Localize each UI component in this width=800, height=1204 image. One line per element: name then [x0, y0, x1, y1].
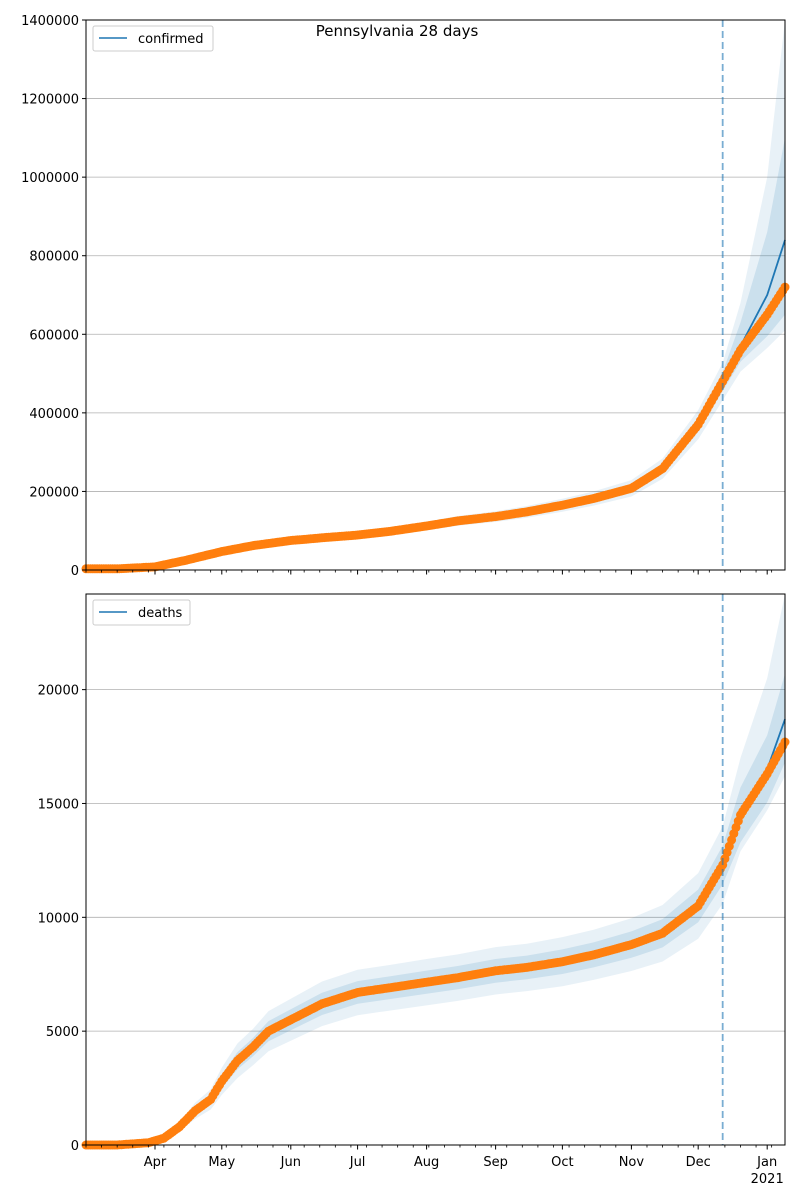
x-year-label: 2021 — [751, 1172, 784, 1187]
y-tick-label: 1400000 — [21, 14, 79, 29]
y-tick-label: 0 — [71, 564, 79, 579]
chart-title: Pennsylvania 28 days — [316, 22, 479, 40]
x-tick-label: Oct — [551, 1155, 573, 1170]
axes-frame — [85, 593, 786, 1146]
y-tick-label: 0 — [71, 1139, 79, 1154]
legend-label-deaths: deaths — [138, 606, 183, 621]
y-tick-label: 200000 — [29, 485, 79, 500]
uncertainty-band — [86, 673, 785, 1145]
x-tick-label: Jul — [349, 1155, 366, 1170]
uncertainty-band — [86, 594, 785, 1145]
confirmed-grid — [86, 19, 785, 492]
x-tick-label: May — [208, 1155, 235, 1170]
axes-frame — [85, 19, 786, 571]
y-tick-label: 10000 — [38, 911, 79, 926]
legend-box — [92, 25, 214, 52]
uncertainty-band — [86, 137, 785, 569]
deaths-axes: 0 5000 10000 15000 20000 Apr May Jun Jul Aug Sep Oc… — [38, 593, 786, 1187]
x-tick-label: Dec — [686, 1155, 711, 1170]
confirmed-uncertainty-bands — [86, 20, 785, 569]
y-tick-label: 800000 — [29, 250, 79, 265]
x-tick-label: Sep — [483, 1155, 508, 1170]
x-tick-label: Nov — [619, 1155, 645, 1170]
model-line — [86, 239, 786, 570]
deaths-grid — [86, 689, 785, 1032]
y-tick-label: 1000000 — [21, 171, 79, 186]
y-tick-label: 5000 — [46, 1025, 79, 1040]
y-tick-label: 1200000 — [21, 93, 79, 108]
deaths-legend: deaths — [92, 599, 191, 626]
y-tick-label: 15000 — [38, 797, 79, 812]
confirmed-observed-points — [81, 282, 790, 574]
legend-box — [92, 599, 191, 626]
y-tick-label: 400000 — [29, 407, 79, 422]
x-tick-label: Jan — [756, 1155, 777, 1170]
x-tick-label: Jun — [280, 1155, 301, 1170]
confirmed-panel: 0 200000 400000 600000 800000 1000000 1200000 1… — [21, 14, 790, 579]
deaths-panel: 0 5000 10000 15000 20000 Apr May Jun Jul Aug Sep Oc… — [38, 593, 790, 1187]
confirmed-model-line-group — [86, 239, 786, 570]
x-tick-label: Aug — [414, 1155, 439, 1170]
uncertainty-band — [86, 20, 785, 569]
y-tick-label: 600000 — [29, 328, 79, 343]
confirmed-legend: confirmed — [92, 25, 214, 52]
deaths-uncertainty-bands — [86, 594, 785, 1145]
legend-label-confirmed: confirmed — [138, 32, 204, 47]
y-tick-label: 20000 — [38, 684, 79, 699]
x-tick-label: Apr — [144, 1155, 167, 1170]
confirmed-axes: 0 200000 400000 600000 800000 1000000 1200000 1… — [21, 14, 786, 579]
